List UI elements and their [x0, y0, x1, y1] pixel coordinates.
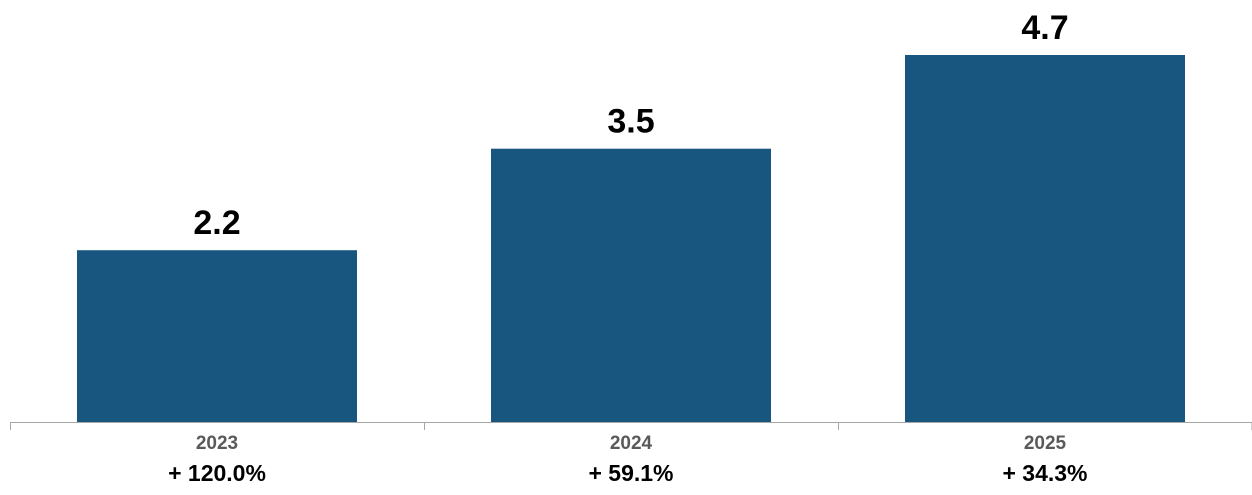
value-label-2024: 3.5 — [607, 103, 654, 141]
tick-label-2023: 2023 — [196, 433, 238, 454]
bar-2024 — [491, 148, 771, 422]
tick-label-2025: 2025 — [1024, 433, 1067, 454]
bar-2025 — [905, 55, 1185, 422]
growth-label-2024: + 59.1% — [588, 460, 673, 486]
labels-group: 2.2 2023 + 120.0% 3.5 2024 + 59.1% 4.7 2025 + 34… — [168, 9, 1087, 486]
tick-label-2024: 2024 — [610, 433, 653, 454]
x-axis — [10, 422, 1252, 430]
growth-label-2025: + 34.3% — [1002, 460, 1087, 486]
bars-group — [77, 55, 1185, 422]
growth-label-2023: + 120.0% — [168, 460, 266, 486]
value-label-2025: 4.7 — [1021, 9, 1068, 47]
value-label-2023: 2.2 — [193, 204, 240, 242]
bar-2023 — [77, 250, 357, 422]
